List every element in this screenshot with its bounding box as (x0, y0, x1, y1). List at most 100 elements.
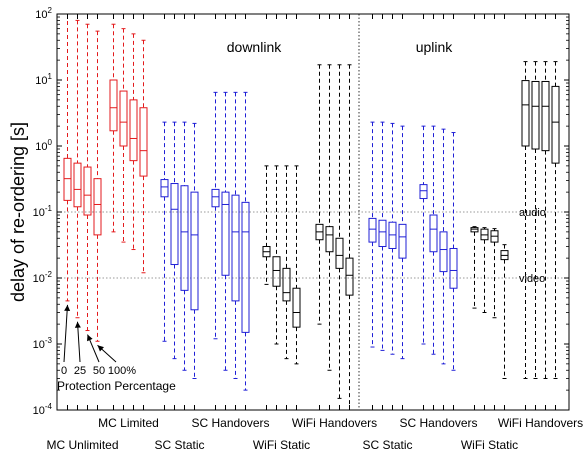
group-label: WiFi Static (253, 438, 310, 452)
group-label: SC Handovers (399, 416, 477, 430)
box-g7-3 (449, 132, 458, 371)
box-g1-3 (139, 39, 148, 274)
iqr-box (129, 99, 138, 162)
iqr-box (221, 191, 230, 276)
box-g2-1 (170, 121, 179, 360)
iqr-box (368, 217, 377, 243)
box-g4-3 (292, 165, 301, 365)
box-g9-2 (541, 61, 550, 380)
y-tick-label: 10-4 (33, 402, 53, 417)
box-g2-2 (180, 121, 189, 371)
iqr-box (551, 85, 560, 164)
box-g1-0 (109, 23, 118, 233)
box-g4-1 (272, 165, 281, 345)
iqr-box (521, 80, 530, 147)
box-g0-0 (63, 13, 72, 302)
iqr-box (73, 162, 82, 208)
protection-arrow-line (63, 304, 68, 363)
y-tick-label: 101 (35, 72, 52, 87)
box-g9-0 (521, 61, 530, 380)
reference-label-video: video (519, 273, 545, 285)
iqr-box (63, 157, 72, 201)
iqr-box (470, 227, 479, 233)
box-g5-2 (335, 64, 344, 399)
box-g5-0 (315, 64, 324, 325)
y-tick-label: 10-1 (33, 204, 53, 219)
box-g6-0 (368, 121, 377, 348)
box-g2-3 (190, 122, 199, 380)
iqr-box (335, 237, 344, 269)
iqr-box (541, 80, 550, 152)
y-tick-label: 10-3 (33, 336, 53, 351)
box-g8-0 (470, 226, 479, 309)
iqr-box (180, 185, 189, 291)
protection-label: 0 (61, 365, 67, 377)
protection-arrow-head (64, 304, 71, 312)
y-tick-label: 10-2 (33, 270, 53, 285)
box-g8-2 (490, 228, 499, 319)
box-g7-0 (419, 125, 428, 345)
box-g1-2 (129, 33, 138, 251)
box-g9-1 (531, 61, 540, 380)
section-label-downlink: downlink (227, 39, 282, 55)
protection-arrow-head (87, 334, 93, 342)
box-g2-0 (160, 121, 169, 342)
group-label: SC Handovers (191, 416, 269, 430)
box-g1-1 (119, 28, 128, 243)
box-g8-1 (480, 227, 489, 314)
protection-label: 50 (93, 365, 105, 377)
iqr-box (83, 166, 92, 216)
group-label: MC Unlimited (46, 438, 118, 452)
box-g0-2 (83, 23, 92, 332)
group-label: WiFi Handovers (292, 416, 377, 430)
iqr-box (160, 179, 169, 198)
box-g0-3 (93, 30, 102, 342)
box-g6-1 (378, 121, 387, 351)
box-g0-1 (73, 19, 82, 319)
box-g9-3 (551, 61, 560, 380)
iqr-box (109, 79, 118, 132)
iqr-box (282, 267, 291, 302)
protection-arrow-head (74, 321, 81, 328)
group-label: WiFi Static (461, 438, 518, 452)
box-g6-3 (398, 125, 407, 360)
box-g7-2 (439, 128, 448, 365)
protection-arrow-line (77, 321, 81, 363)
iqr-box (378, 219, 387, 248)
box-g7-1 (429, 125, 438, 355)
iqr-box (211, 188, 220, 208)
box-g3-1 (221, 91, 230, 371)
y-tick-label: 102 (35, 6, 52, 21)
group-label: SC Static (362, 438, 412, 452)
box-g3-0 (211, 91, 220, 340)
iqr-box (429, 214, 438, 253)
iqr-box (241, 201, 250, 333)
iqr-box (449, 247, 458, 289)
group-label: MC Limited (98, 416, 159, 430)
protection-label: 25 (74, 365, 86, 377)
iqr-box (231, 194, 240, 302)
y-axis-label: delay of re-ordering [s] (8, 122, 28, 302)
iqr-box (439, 231, 448, 273)
box-g3-3 (241, 91, 250, 391)
iqr-box (345, 257, 354, 296)
protection-label: 100% (108, 365, 136, 377)
group-label: SC Static (154, 438, 204, 452)
box-g4-0 (262, 165, 271, 285)
iqr-box (93, 178, 102, 236)
box-g5-3 (345, 64, 354, 411)
iqr-box (325, 226, 334, 253)
y-tick-label: 100 (35, 138, 52, 153)
reference-label-audio: audio (519, 207, 546, 219)
iqr-box (272, 256, 281, 287)
box-g6-2 (388, 122, 397, 355)
protection-caption: Protection Percentage (57, 379, 176, 393)
iqr-box (139, 107, 148, 177)
iqr-box (190, 191, 199, 311)
group-label: WiFi Handovers (498, 416, 583, 430)
box-g3-2 (231, 91, 240, 380)
iqr-box (119, 90, 128, 147)
box-g4-2 (282, 165, 291, 360)
